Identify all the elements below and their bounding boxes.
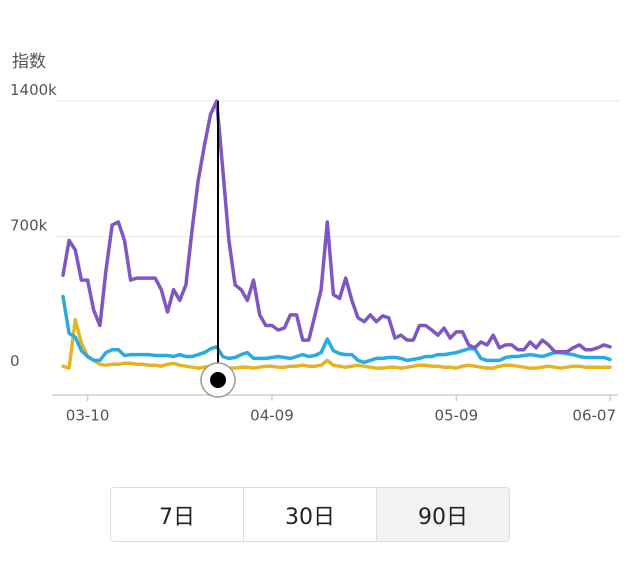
x-tick-label: 03-10 <box>66 407 110 425</box>
range-button[interactable]: 90日 <box>377 488 509 541</box>
x-tick-label: 04-09 <box>250 407 294 425</box>
series-line <box>61 294 612 365</box>
range-button[interactable]: 7日 <box>111 488 244 541</box>
y-tick-label: 1400k <box>10 81 57 99</box>
range-selector: 7日 30日 90日 <box>110 487 510 542</box>
series-line <box>61 99 612 354</box>
y-tick-label: 700k <box>10 217 48 235</box>
x-tick-label: 06-07 <box>572 407 616 425</box>
y-axis-label: 指数 <box>12 52 46 72</box>
cursor-dot <box>210 372 226 388</box>
chart: 指数 0 700k 1400k 03-10 04-09 05-09 06-07 <box>10 52 620 425</box>
range-button[interactable]: 30日 <box>244 488 377 541</box>
x-tick-label: 05-09 <box>435 407 479 425</box>
y-tick-label: 0 <box>10 352 20 370</box>
series-line <box>61 317 612 370</box>
